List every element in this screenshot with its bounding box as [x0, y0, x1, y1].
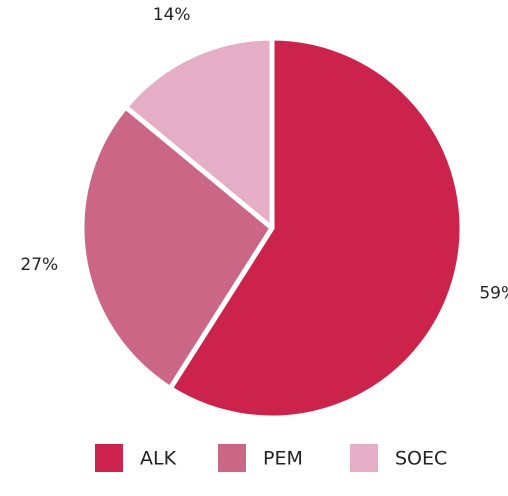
legend-label: SOEC — [395, 448, 447, 470]
value-label: 14% — [153, 5, 191, 25]
value-label: 27% — [20, 255, 58, 275]
pie-slice — [167, 35, 465, 421]
legend-label: ALK — [140, 448, 177, 470]
pie-slice — [79, 104, 275, 391]
legend-label: PEM — [263, 448, 303, 470]
value-label: 59% — [479, 284, 508, 304]
legend-swatch — [95, 444, 123, 472]
legend-swatch — [350, 444, 378, 472]
legend-swatch — [218, 444, 246, 472]
pie-slice — [123, 35, 275, 231]
